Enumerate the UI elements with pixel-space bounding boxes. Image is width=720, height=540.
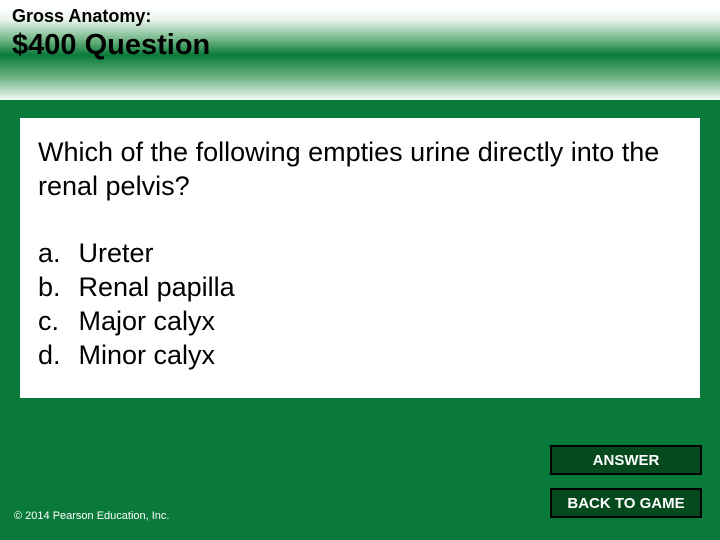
slide-header: Gross Anatomy: $400 Question [0, 0, 720, 102]
option-a: a. Ureter [38, 238, 235, 272]
option-text: Major calyx [79, 306, 235, 340]
option-letter: a. [38, 238, 79, 272]
question-text: Which of the following empties urine dir… [38, 136, 682, 204]
options-list: a. Ureter b. Renal papilla c. Major caly… [38, 238, 235, 374]
option-d: d. Minor calyx [38, 340, 235, 374]
category-label: Gross Anatomy: [12, 6, 708, 27]
answer-button[interactable]: ANSWER [550, 445, 702, 475]
option-text: Minor calyx [79, 340, 235, 374]
option-letter: c. [38, 306, 79, 340]
option-b: b. Renal papilla [38, 272, 235, 306]
option-letter: d. [38, 340, 79, 374]
slide: Gross Anatomy: $400 Question Which of th… [0, 0, 720, 540]
option-text: Ureter [79, 238, 235, 272]
back-to-game-button[interactable]: BACK TO GAME [550, 488, 702, 518]
option-letter: b. [38, 272, 79, 306]
option-c: c. Major calyx [38, 306, 235, 340]
option-text: Renal papilla [79, 272, 235, 306]
copyright-text: © 2014 Pearson Education, Inc. [14, 510, 169, 522]
question-title: $400 Question [12, 29, 708, 62]
content-panel: Which of the following empties urine dir… [20, 118, 700, 398]
